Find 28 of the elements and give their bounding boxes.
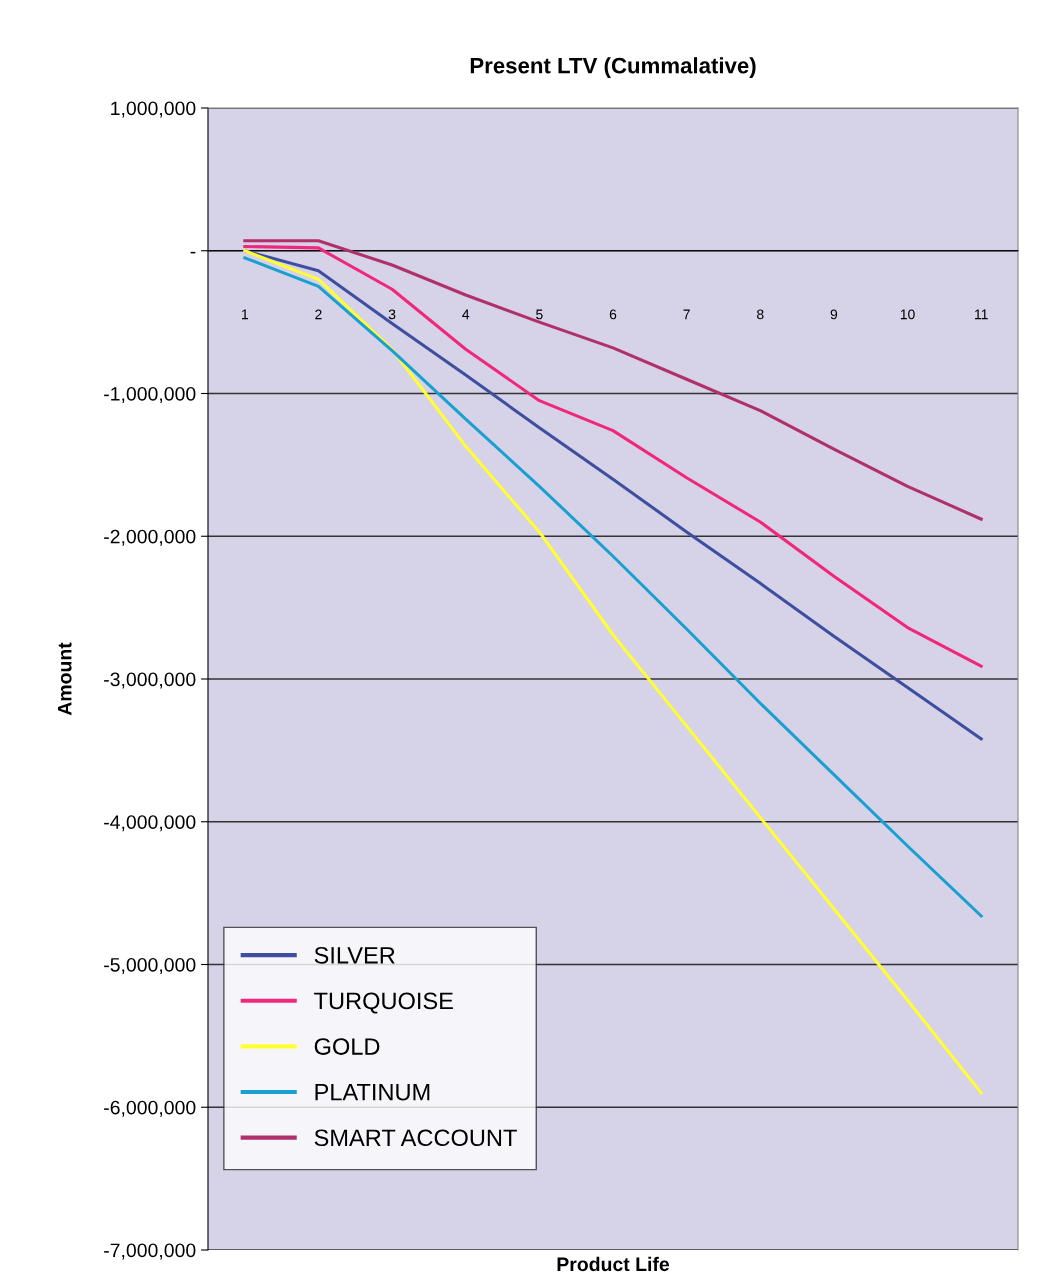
y-tick-label: -6,000,000 <box>104 1100 196 1117</box>
y-tick-label: -5,000,000 <box>104 957 196 975</box>
y-tick-label: -4,000,000 <box>104 815 196 832</box>
x-tick-label: 2 <box>315 309 322 320</box>
legend-label: SMART ACCOUNT <box>314 1129 517 1147</box>
y-tick-label: -2,000,000 <box>104 529 196 546</box>
x-tick-label: 11 <box>975 309 988 320</box>
x-tick-label: 5 <box>536 309 543 320</box>
y-tick-label: -3,000,000 <box>104 672 196 689</box>
x-tick-label: 7 <box>683 309 690 320</box>
x-tick-label: 4 <box>462 309 470 320</box>
y-tick-label: - <box>190 251 196 254</box>
chart-title: Present LTV (Cummalative) <box>470 57 756 78</box>
x-tick-label: 10 <box>900 309 915 320</box>
legend-label: TURQUOISE <box>314 992 453 1014</box>
y-tick-label: -7,000,000 <box>104 1243 196 1260</box>
x-tick-label: 3 <box>388 309 396 320</box>
legend-label: PLATINUM <box>315 1084 430 1101</box>
y-tick-label: 1,000,000 <box>111 101 196 118</box>
x-tick-label: 9 <box>830 309 838 320</box>
y-axis-title: Amount <box>58 642 72 716</box>
x-tick-label: 1 <box>242 309 248 320</box>
x-tick-label: 8 <box>757 309 764 320</box>
y-tick-label: -1,000,000 <box>104 386 196 404</box>
legend-label: SILVER <box>314 946 395 964</box>
x-tick-label: 6 <box>609 309 617 320</box>
x-axis-title: Product Life <box>557 1256 670 1272</box>
legend-label: GOLD <box>314 1038 380 1055</box>
